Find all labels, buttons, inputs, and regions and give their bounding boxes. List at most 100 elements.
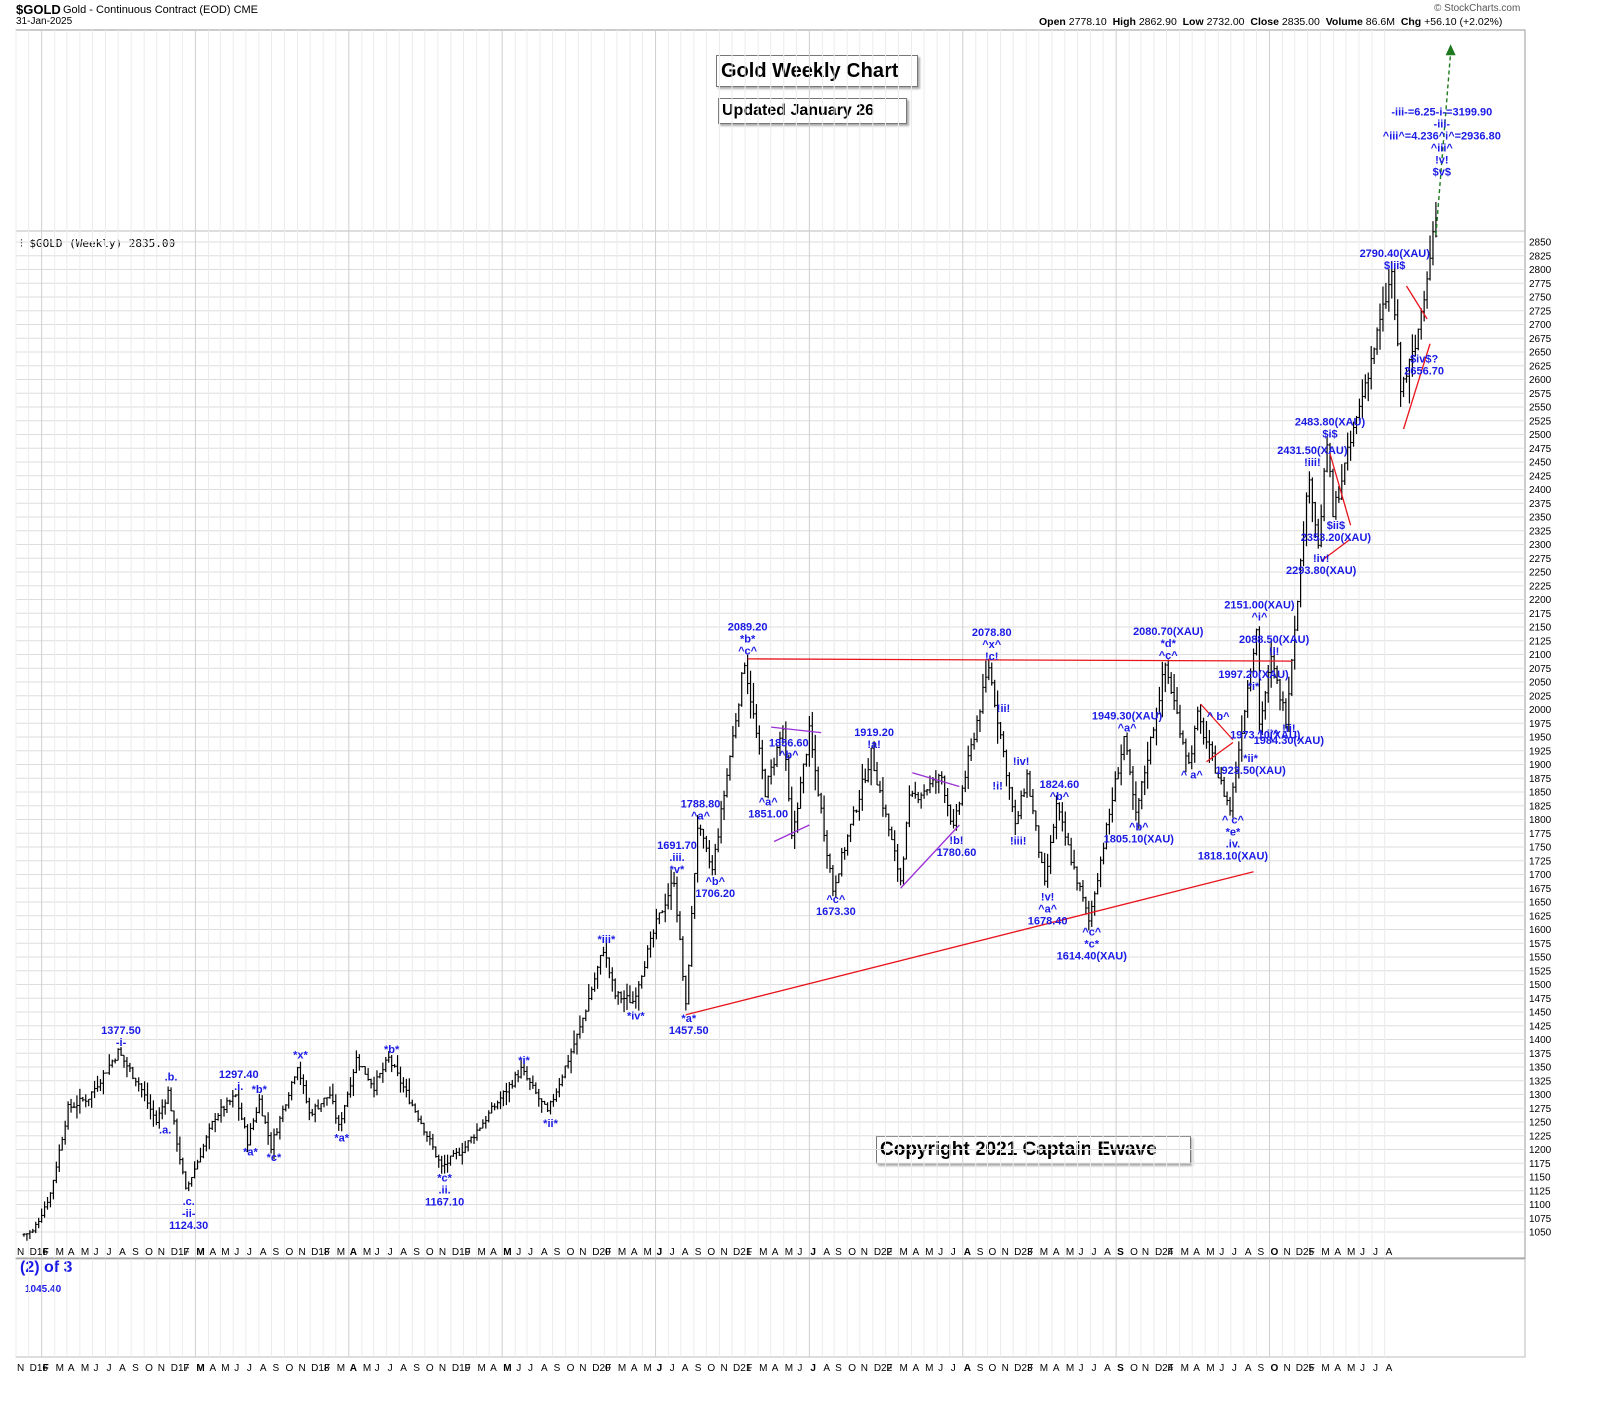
y-tick-label: 2050 [1529,678,1552,689]
wave-label-line: 1457.50 [669,1025,709,1037]
x-tick-label: N [299,1247,306,1258]
x-tick-label: A [1334,1247,1341,1258]
wave-label-line: *c* [437,1173,452,1185]
y-tick-label: 1975 [1529,719,1552,730]
wave-label: 2790.40(XAU) $iii$ [1360,248,1431,272]
x-tick-label: M [1206,1247,1214,1258]
wave-label: ^b^ 1805.10(XAU) [1104,822,1175,846]
wave-label-line: ^c^ [1159,650,1179,662]
wave-label: *b* [252,1084,268,1096]
x-tick-label-lower: M [1347,1363,1355,1374]
x-tick-label: O [286,1247,294,1258]
y-tick-label: 1075 [1529,1214,1552,1225]
x-tick-label-lower: J [1373,1363,1378,1374]
x-tick-label: F [183,1247,189,1258]
wave-label-line: 1297.40 [219,1069,259,1081]
chg-label: Chg [1400,16,1422,28]
wave-label-line: *v* [670,864,685,876]
x-tick-label-lower: A [912,1363,919,1374]
wave-label-line: 1818.10(XAU) [1198,851,1269,863]
wave-label-line: 2353.20(XAU) [1301,532,1372,544]
wave-label: *iv* [627,1010,645,1022]
y-tick-label: 2100 [1529,650,1552,661]
wave-label: 2483.80(XAU) $i$ [1295,416,1366,440]
x-tick-label: M [196,1247,204,1258]
wave-label-line: !ii! [1282,723,1295,735]
x-tick-label-lower: J [516,1363,521,1374]
y-tick-label: 1200 [1529,1145,1552,1156]
x-tick-label: M [81,1247,89,1258]
x-tick-label: A [68,1247,75,1258]
wave-label: ^ b^ [1207,711,1230,723]
wave-label-line: 2656.70 [1404,365,1444,377]
x-tick-label: J [938,1247,943,1258]
x-tick-label: O [707,1247,715,1258]
x-tick-label-lower: D24 [1155,1363,1174,1374]
wave-label: *x* [293,1049,308,1061]
wave-label-line: 2293.80(XAU) [1286,565,1357,577]
x-tick-label-lower: A [964,1363,971,1374]
x-tick-label: J [528,1247,533,1258]
y-tick-label: 1400 [1529,1035,1552,1046]
y-tick-label: 2375 [1529,499,1552,510]
open-label: Open [1039,16,1066,28]
x-tick-label-lower: A [1245,1363,1252,1374]
wave-label: ^c^ 1673.30 [816,894,856,918]
y-tick-label: 2350 [1529,513,1552,524]
wave-label-line: ^c^ [826,894,846,906]
wave-label: *b* [384,1044,400,1056]
chart-description: Gold - Continuous Contract (EOD) CME [63,4,258,16]
wave-label: *i* [518,1055,530,1067]
wave-label: ^ ii^ [1257,728,1280,740]
wave-label-line: .b. [165,1071,178,1083]
wave-label-line: 2790.40(XAU) [1360,248,1431,260]
x-tick-label-lower: M [925,1363,933,1374]
y-tick-label: 1700 [1529,870,1552,881]
wave-label: !ii! [997,703,1010,715]
x-tick-label: S [413,1247,420,1258]
x-tick-label-lower: N [158,1363,165,1374]
wave-label: !iii! [1010,836,1027,848]
y-tick-label: 2850 [1529,238,1552,249]
y-tick-label: 2600 [1529,375,1552,386]
x-tick-label: S [695,1247,702,1258]
y-tick-label: 2025 [1529,691,1552,702]
x-tick-label-lower: D21 [733,1363,752,1374]
x-tick-label: N [861,1247,868,1258]
y-tick-label: 1325 [1529,1076,1552,1087]
y-tick-label: 1675 [1529,884,1552,895]
y-tick-label: 1450 [1529,1008,1552,1019]
red-trendline [1320,538,1351,562]
y-tick-label: 1525 [1529,966,1552,977]
wave-label: 2431.50(XAU) !iii! [1277,445,1348,469]
x-tick-label-lower: O [707,1363,715,1374]
wave-label-line: ^ b^ [1207,711,1230,723]
x-tick-label: A [912,1247,919,1258]
purple-triangle-line [900,824,960,889]
wave-label: !i! [992,781,1002,793]
wave-label: *c* [267,1152,282,1164]
x-tick-label: J [1091,1247,1096,1258]
x-tick-label-lower: F [886,1363,892,1374]
x-tick-label-lower: O [1271,1363,1279,1374]
y-tick-label: 1850 [1529,788,1552,799]
x-tick-label: A [209,1247,216,1258]
price-legend-text: $GOLD (Weekly) 2835.00 [29,237,176,250]
red-trendline [1200,703,1234,741]
x-tick-label-lower: D19 [452,1363,471,1374]
wave-label-line: 1984.30(XAU) [1254,735,1325,747]
x-tick-label: M [337,1247,345,1258]
y-tick-label: 1775 [1529,829,1552,840]
wave-label: *iii* [598,934,616,946]
x-tick-label: J [797,1247,802,1258]
x-tick-label-lower: M [363,1363,371,1374]
wave-label-line: .c. [183,1196,195,1208]
wave-label: 1377.50 -i- [101,1025,141,1049]
x-tick-label-lower: J [810,1363,816,1374]
y-tick-label: 2275 [1529,554,1552,565]
x-tick-label-lower: F [183,1363,189,1374]
wave-label-line: ^b^ [779,750,799,762]
x-tick-label: J [951,1247,956,1258]
wave-label-line: ^x^ [982,639,1002,651]
wave-label: 2088.50(XAU) !i! [1239,634,1310,658]
